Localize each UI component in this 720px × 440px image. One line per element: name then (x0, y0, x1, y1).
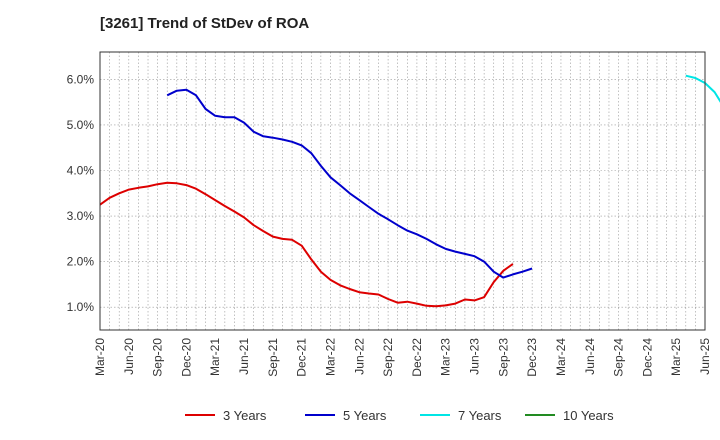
y-tick-label: 6.0% (67, 72, 95, 86)
y-tick-label: 5.0% (67, 118, 95, 132)
series-lines (99, 74, 720, 308)
y-tick-label: 1.0% (67, 300, 95, 314)
legend-label-7-years: 7 Years (458, 408, 502, 423)
x-tick-label: Mar-24 (554, 338, 568, 376)
x-tick-label: Mar-22 (323, 338, 337, 376)
series-line-7-years (685, 74, 720, 103)
x-tick-label: Jun-24 (583, 338, 597, 375)
x-tick-label: Jun-22 (352, 338, 366, 375)
y-axis-tick-labels: 1.0% 2.0% 3.0% 4.0% 5.0% 6.0% (67, 72, 95, 314)
series-line-5-years (166, 88, 533, 279)
series-line-3-years (99, 181, 514, 308)
y-tick-label: 3.0% (67, 209, 95, 223)
x-tick-label: Dec-21 (295, 338, 309, 377)
x-tick-label: Jun-25 (698, 338, 712, 375)
x-tick-label: Sep-22 (381, 338, 395, 377)
x-tick-label: Mar-21 (208, 338, 222, 376)
x-tick-label: Mar-25 (669, 338, 683, 376)
x-tick-label: Sep-24 (612, 338, 626, 377)
x-tick-label: Mar-23 (439, 338, 453, 376)
x-axis-tick-labels: Mar-20 Jun-20 Sep-20 Dec-20 Mar-21 Jun-21 Sep-… (93, 338, 712, 377)
plot-border (99, 51, 706, 331)
plot-background (100, 52, 705, 330)
chart-title: [3261] Trend of StDev of ROA (100, 15, 310, 32)
x-tick-label: Sep-23 (496, 338, 510, 377)
x-tick-label: Jun-23 (468, 338, 482, 375)
legend-label-5-years: 5 Years (343, 408, 387, 423)
x-tick-label: Jun-20 (122, 338, 136, 375)
x-tick-label: Dec-24 (640, 338, 654, 377)
legend-label-3-years: 3 Years (223, 408, 267, 423)
x-tick-label: Dec-23 (525, 338, 539, 377)
x-tick-label: Sep-20 (151, 338, 165, 377)
x-tick-label: Jun-21 (237, 338, 251, 375)
legend: 3 Years 5 Years 7 Years 10 Years (185, 408, 614, 423)
y-tick-label: 2.0% (67, 255, 95, 269)
x-tick-label: Mar-20 (93, 338, 107, 376)
x-tick-label: Dec-22 (410, 338, 424, 377)
gridlines (100, 52, 705, 330)
y-tick-label: 4.0% (67, 163, 95, 177)
legend-label-10-years: 10 Years (563, 408, 614, 423)
x-tick-label: Sep-21 (266, 338, 280, 377)
x-tick-label: Dec-20 (179, 338, 193, 377)
